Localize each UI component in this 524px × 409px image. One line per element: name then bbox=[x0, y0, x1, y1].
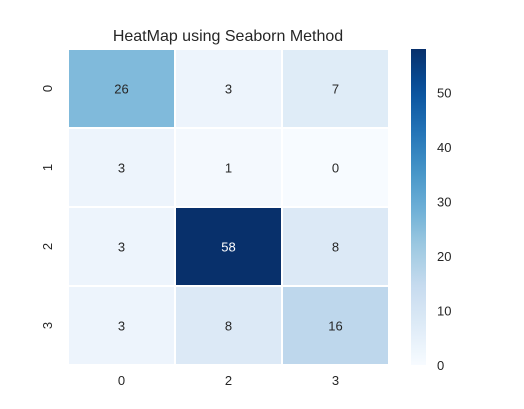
cell-annotation-r3-c2: 16 bbox=[328, 319, 342, 334]
colorbar bbox=[411, 49, 426, 365]
cell-annotation-r0-c0: 26 bbox=[114, 82, 128, 97]
heatmap-cells: 26 3 7 3 1 0 3 58 8 3 8 16 bbox=[67, 48, 390, 366]
colorbar-tick-label: 10 bbox=[437, 304, 451, 319]
colorbar-tick-label: 30 bbox=[437, 195, 451, 210]
cell-annotation-r1-c2: 0 bbox=[332, 161, 339, 176]
x-tick-label: 0 bbox=[118, 373, 125, 388]
x-tick-label: 3 bbox=[332, 373, 339, 388]
colorbar-ticks: 0 10 20 30 40 50 bbox=[437, 86, 451, 373]
heatmap-cell-r1-c2 bbox=[281, 127, 390, 208]
heatmap-cell-r0-c1 bbox=[174, 48, 283, 129]
y-tick-label: 2 bbox=[40, 243, 55, 250]
cell-annotation-r3-c0: 3 bbox=[118, 319, 125, 334]
x-tick-label: 2 bbox=[225, 373, 232, 388]
x-tick-labels: 0 2 3 bbox=[118, 373, 339, 388]
chart-title: HeatMap using Seaborn Method bbox=[113, 28, 343, 45]
y-tick-label: 3 bbox=[40, 322, 55, 329]
heatmap-cell-r3-c0 bbox=[67, 285, 176, 366]
colorbar-tick-label: 40 bbox=[437, 140, 451, 155]
y-tick-labels: 0 1 2 3 bbox=[40, 85, 55, 329]
colorbar-tick-label: 0 bbox=[437, 358, 444, 373]
heatmap-cell-r0-c0 bbox=[67, 48, 176, 129]
cell-annotation-r2-c1: 58 bbox=[221, 240, 235, 255]
colorbar-tick-label: 50 bbox=[437, 86, 451, 101]
cell-annotation-r0-c2: 7 bbox=[332, 82, 339, 97]
heatmap-cell-r2-c1 bbox=[174, 206, 283, 287]
y-tick-label: 0 bbox=[40, 85, 55, 92]
y-tick-label: 1 bbox=[40, 164, 55, 171]
colorbar-tick-label: 20 bbox=[437, 249, 451, 264]
cell-annotation-r2-c2: 8 bbox=[332, 240, 339, 255]
cell-annotation-r2-c0: 3 bbox=[118, 240, 125, 255]
cell-annotation-r1-c1: 1 bbox=[225, 161, 232, 176]
cell-annotation-r1-c0: 3 bbox=[118, 161, 125, 176]
cell-annotation-r3-c1: 8 bbox=[225, 319, 232, 334]
cell-annotation-r0-c1: 3 bbox=[225, 82, 232, 97]
heatmap-cell-r3-c2 bbox=[281, 285, 390, 366]
